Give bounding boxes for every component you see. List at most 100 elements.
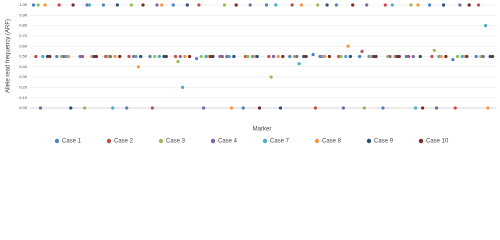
- point: [490, 54, 495, 59]
- point: [337, 54, 341, 59]
- point: [397, 54, 401, 59]
- point: [346, 44, 350, 48]
- point: [206, 54, 210, 59]
- y-tick-label: 1.00: [19, 2, 28, 7]
- point: [194, 56, 199, 61]
- point: [90, 54, 94, 59]
- x-axis-title: Marker: [253, 127, 272, 133]
- legend-label: Case 3: [166, 139, 186, 145]
- point: [94, 54, 99, 59]
- point: [164, 54, 168, 59]
- point: [351, 3, 355, 7]
- point: [257, 106, 262, 110]
- point: [118, 54, 122, 59]
- point: [178, 54, 182, 59]
- point: [481, 54, 485, 59]
- point: [339, 54, 343, 59]
- point: [462, 54, 467, 59]
- point: [55, 54, 59, 59]
- point: [367, 54, 371, 59]
- point: [71, 3, 75, 7]
- y-tick-label: 0.30: [19, 74, 28, 79]
- point: [125, 106, 129, 110]
- point: [176, 60, 180, 64]
- point: [381, 106, 385, 110]
- legend-swatch: [262, 138, 268, 144]
- point: [483, 24, 488, 28]
- y-tick-label: 0.50: [19, 54, 28, 59]
- point: [201, 106, 206, 110]
- point: [437, 54, 441, 59]
- point: [290, 3, 294, 7]
- point: [229, 106, 234, 110]
- point: [148, 54, 152, 59]
- point: [241, 106, 245, 110]
- point: [108, 54, 112, 59]
- point: [271, 54, 276, 59]
- point: [432, 48, 436, 52]
- point: [455, 54, 460, 59]
- point: [427, 3, 432, 7]
- point: [183, 54, 187, 59]
- chart: Allele read frequency (ARF) Marker 0.00 0…: [0, 0, 500, 148]
- background: [0, 0, 500, 148]
- point: [264, 3, 269, 7]
- point: [157, 54, 161, 59]
- point: [267, 54, 271, 59]
- point: [227, 54, 231, 59]
- point: [45, 54, 50, 59]
- legend-label: Case 9: [374, 139, 394, 145]
- point: [404, 54, 408, 59]
- legend-swatch: [314, 138, 320, 144]
- point: [185, 3, 189, 7]
- point: [474, 54, 478, 59]
- point: [136, 65, 140, 69]
- point: [57, 3, 61, 7]
- point: [295, 54, 299, 59]
- point: [87, 3, 92, 7]
- point: [174, 54, 178, 59]
- y-tick-label: 0.20: [19, 84, 28, 89]
- point: [334, 3, 338, 7]
- point: [243, 54, 248, 59]
- point: [434, 106, 439, 110]
- point: [141, 3, 145, 7]
- point: [488, 54, 492, 59]
- point: [31, 3, 36, 7]
- point: [374, 54, 378, 59]
- legend-label: Case 7: [270, 139, 290, 145]
- point: [421, 106, 425, 110]
- point: [323, 54, 327, 59]
- y-axis-title: Allele read frequency (ARF): [6, 19, 12, 93]
- point: [451, 57, 455, 62]
- point: [269, 75, 273, 79]
- legend-label: Case 2: [114, 139, 134, 145]
- point: [155, 3, 159, 7]
- point: [160, 3, 164, 7]
- point: [113, 54, 117, 59]
- point: [83, 106, 87, 110]
- point: [276, 54, 280, 59]
- point: [253, 54, 257, 59]
- point: [36, 3, 40, 7]
- point: [407, 54, 411, 59]
- point: [204, 54, 208, 59]
- point: [486, 106, 490, 110]
- legend-swatch: [210, 138, 216, 144]
- point: [132, 54, 136, 59]
- point: [414, 106, 418, 110]
- point: [411, 54, 415, 59]
- point: [134, 54, 138, 59]
- point: [129, 3, 133, 7]
- point: [479, 54, 483, 59]
- point: [390, 3, 394, 7]
- legend-swatch: [418, 138, 424, 144]
- point: [409, 3, 413, 7]
- point: [211, 54, 215, 59]
- point: [365, 3, 369, 7]
- point: [85, 3, 89, 7]
- point: [188, 54, 192, 59]
- point: [255, 54, 259, 59]
- point: [220, 54, 224, 59]
- point: [115, 3, 119, 7]
